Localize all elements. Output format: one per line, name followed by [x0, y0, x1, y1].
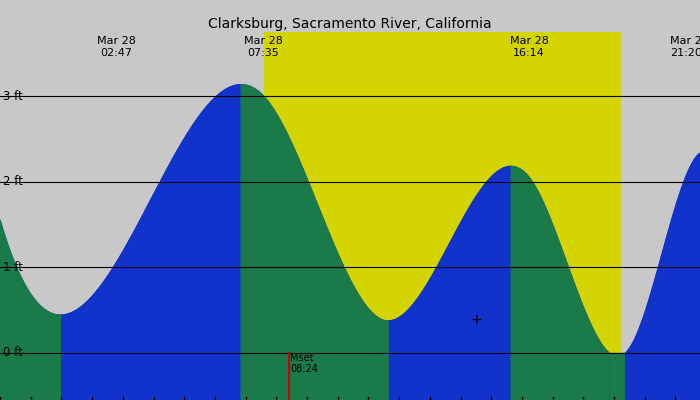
Title: Clarksburg, Sacramento River, California: Clarksburg, Sacramento River, California: [208, 17, 492, 31]
Text: 0 ft: 0 ft: [3, 346, 23, 360]
Text: Mar 2
21:20: Mar 2 21:20: [670, 36, 700, 58]
Text: +: +: [470, 314, 482, 328]
Text: 3 ft: 3 ft: [3, 90, 23, 103]
Text: Mar 28
16:14: Mar 28 16:14: [510, 36, 549, 58]
Text: 1 ft: 1 ft: [3, 261, 23, 274]
Text: 2 ft: 2 ft: [3, 175, 23, 188]
Text: Mar 28
07:35: Mar 28 07:35: [244, 36, 283, 58]
Text: Mar 28
02:47: Mar 28 02:47: [97, 36, 136, 58]
Text: Mset
08:24: Mset 08:24: [290, 353, 318, 374]
